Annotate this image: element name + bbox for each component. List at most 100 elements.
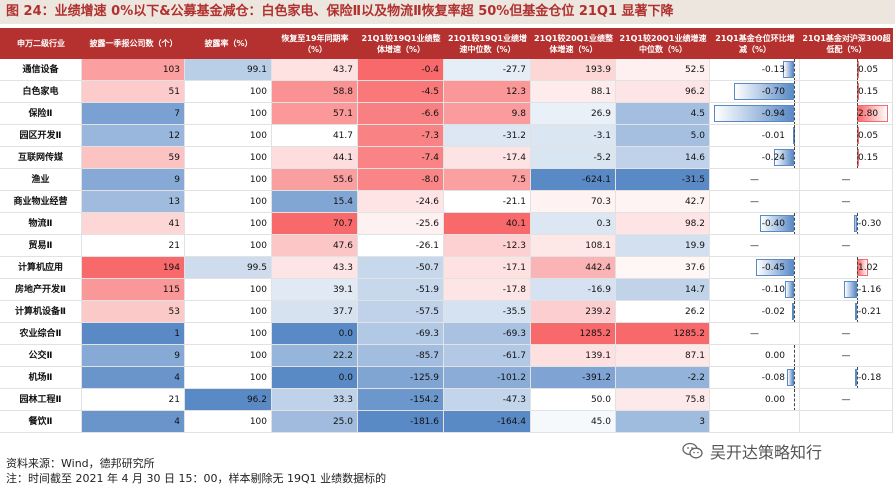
cell-fund_position_qoq: -0.01 bbox=[710, 125, 800, 147]
cell-growth_vs19_median: 9.8 bbox=[444, 103, 531, 125]
cell-companies: 59 bbox=[82, 147, 185, 169]
cell-disclosure_rate: 100 bbox=[185, 301, 272, 323]
watermark-text: 吴开达策略知行 bbox=[710, 443, 823, 462]
zero-axis bbox=[794, 367, 795, 388]
cell-growth_vs20_median: -31.5 bbox=[616, 169, 710, 191]
bar-value-label: -0.10 bbox=[761, 285, 785, 295]
value-bar bbox=[855, 369, 857, 386]
cell-industry: 计算机应用 bbox=[0, 257, 82, 279]
cell-industry: 计算机设备Ⅱ bbox=[0, 301, 82, 323]
cell-industry: 互联网传媒 bbox=[0, 147, 82, 169]
cell-growth_vs20_total: -3.1 bbox=[531, 125, 616, 147]
cell-companies: 21 bbox=[82, 235, 185, 257]
cell-growth_vs19_median: -47.3 bbox=[444, 389, 531, 411]
cell-fund_vs_hs300: — bbox=[800, 235, 893, 257]
header-companies: 披露一季报公司数（个） bbox=[89, 39, 178, 48]
cell-fund_position_qoq: -0.10 bbox=[710, 279, 800, 301]
cell-industry: 物流Ⅱ bbox=[0, 213, 82, 235]
cell-fund_vs_hs300: -0.21 bbox=[800, 301, 893, 323]
cell-fund_vs_hs300: -0.18 bbox=[800, 367, 893, 389]
empty-value: — bbox=[841, 351, 851, 361]
cell-fund_position_qoq: -0.40 bbox=[710, 213, 800, 235]
cell-growth_vs20_median: 1285.2 bbox=[616, 323, 710, 345]
header-industry: 申万二级行业 bbox=[17, 39, 65, 48]
bar-value-label: -0.08 bbox=[761, 373, 785, 383]
cell-growth_vs19_total: -181.6 bbox=[358, 411, 444, 433]
cell-growth_vs19_median: -101.2 bbox=[444, 367, 531, 389]
cell-industry: 保险Ⅱ bbox=[0, 103, 82, 125]
cell-fund_position_qoq: — bbox=[710, 323, 800, 345]
cell-fund_position_qoq: — bbox=[710, 191, 800, 213]
value-bar bbox=[785, 281, 794, 298]
cell-companies: 103 bbox=[82, 59, 185, 81]
cell-industry: 农业综合Ⅱ bbox=[0, 323, 82, 345]
bar-value-label: 0.15 bbox=[858, 87, 879, 97]
cell-growth_vs19_total: -154.2 bbox=[358, 389, 444, 411]
cell-disclosure_rate: 96.2 bbox=[185, 389, 272, 411]
wechat-icon bbox=[682, 442, 703, 459]
cell-companies: 13 bbox=[82, 191, 185, 213]
cell-growth_vs20_median: 37.6 bbox=[616, 257, 710, 279]
cell-disclosure_rate: 100 bbox=[185, 213, 272, 235]
bar-value-label: -0.45 bbox=[761, 263, 785, 273]
bar-value-label: -0.18 bbox=[858, 373, 882, 383]
cell-disclosure_rate: 100 bbox=[185, 323, 272, 345]
cell-growth_vs20_median: 98.2 bbox=[616, 213, 710, 235]
cell-industry: 园区开发Ⅱ bbox=[0, 125, 82, 147]
cell-growth_vs19_total: -24.6 bbox=[358, 191, 444, 213]
cell-growth_vs20_median: 26.2 bbox=[616, 301, 710, 323]
value-bar bbox=[792, 303, 795, 320]
cell-growth_vs19_median: -17.4 bbox=[444, 147, 531, 169]
header-growth_vs19_median: 21Q1较19Q1业绩增速中位数（%） bbox=[448, 33, 527, 54]
cell-fund_position_qoq: -0.02 bbox=[710, 301, 800, 323]
cell-fund_position_qoq bbox=[710, 411, 800, 433]
zero-axis bbox=[857, 125, 858, 146]
cell-companies: 4 bbox=[82, 367, 185, 389]
cell-growth_vs20_median: 4.5 bbox=[616, 103, 710, 125]
cell-fund_vs_hs300: — bbox=[800, 345, 893, 367]
cell-growth_vs20_total: 239.2 bbox=[531, 301, 616, 323]
cell-growth_vs19_total: -57.5 bbox=[358, 301, 444, 323]
zero-axis bbox=[794, 59, 795, 80]
empty-value: — bbox=[841, 329, 851, 339]
cell-growth_vs19_total: -125.9 bbox=[358, 367, 444, 389]
cell-industry: 白色家电 bbox=[0, 81, 82, 103]
cell-growth_vs19_total: -4.5 bbox=[358, 81, 444, 103]
cell-companies: 7 bbox=[82, 103, 185, 125]
cell-disclosure_rate: 100 bbox=[185, 279, 272, 301]
cell-recovery_rate: 39.1 bbox=[272, 279, 358, 301]
cell-growth_vs20_median: 42.7 bbox=[616, 191, 710, 213]
bar-value-label: 0.05 bbox=[858, 65, 879, 75]
zero-axis bbox=[794, 279, 795, 300]
cell-growth_vs19_median: -12.3 bbox=[444, 235, 531, 257]
empty-value: — bbox=[750, 241, 759, 251]
bar-value-label: -0.21 bbox=[858, 307, 882, 317]
cell-recovery_rate: 41.7 bbox=[272, 125, 358, 147]
cell-fund_vs_hs300: — bbox=[800, 191, 893, 213]
cell-growth_vs20_total: 139.1 bbox=[531, 345, 616, 367]
cell-disclosure_rate: 99.5 bbox=[185, 257, 272, 279]
cell-growth_vs20_median: 14.7 bbox=[616, 279, 710, 301]
cell-growth_vs20_total: 70.3 bbox=[531, 191, 616, 213]
cell-growth_vs20_total: 108.1 bbox=[531, 235, 616, 257]
cell-disclosure_rate: 100 bbox=[185, 169, 272, 191]
cell-growth_vs19_total: -50.7 bbox=[358, 257, 444, 279]
zero-axis bbox=[794, 81, 795, 102]
bar-value-label: 0.15 bbox=[858, 153, 879, 163]
bar-value-label: -0.70 bbox=[761, 87, 785, 97]
cell-growth_vs19_median: -31.2 bbox=[444, 125, 531, 147]
cell-recovery_rate: 15.4 bbox=[272, 191, 358, 213]
cell-growth_vs19_median: 40.1 bbox=[444, 213, 531, 235]
cell-fund_vs_hs300: 0.05 bbox=[800, 125, 893, 147]
cell-industry: 公交Ⅱ bbox=[0, 345, 82, 367]
cell-fund_vs_hs300: 0.15 bbox=[800, 81, 893, 103]
header-growth_vs19_total: 21Q1较19Q1业绩整体增速（%） bbox=[361, 33, 441, 54]
header-recovery_rate: 恢复至19年同期率（%） bbox=[281, 33, 349, 54]
cell-companies: 53 bbox=[82, 301, 185, 323]
value-bar bbox=[844, 281, 857, 298]
cell-fund_position_qoq: -0.13 bbox=[710, 59, 800, 81]
cell-growth_vs20_total: 193.9 bbox=[531, 59, 616, 81]
value-bar bbox=[853, 215, 857, 232]
figure-title: 图 24：业绩增速 0%以下&公募基金减仓：白色家电、保险Ⅱ以及物流Ⅱ恢复率超 … bbox=[0, 0, 895, 24]
cell-fund_position_qoq: 0.00 bbox=[710, 345, 800, 367]
